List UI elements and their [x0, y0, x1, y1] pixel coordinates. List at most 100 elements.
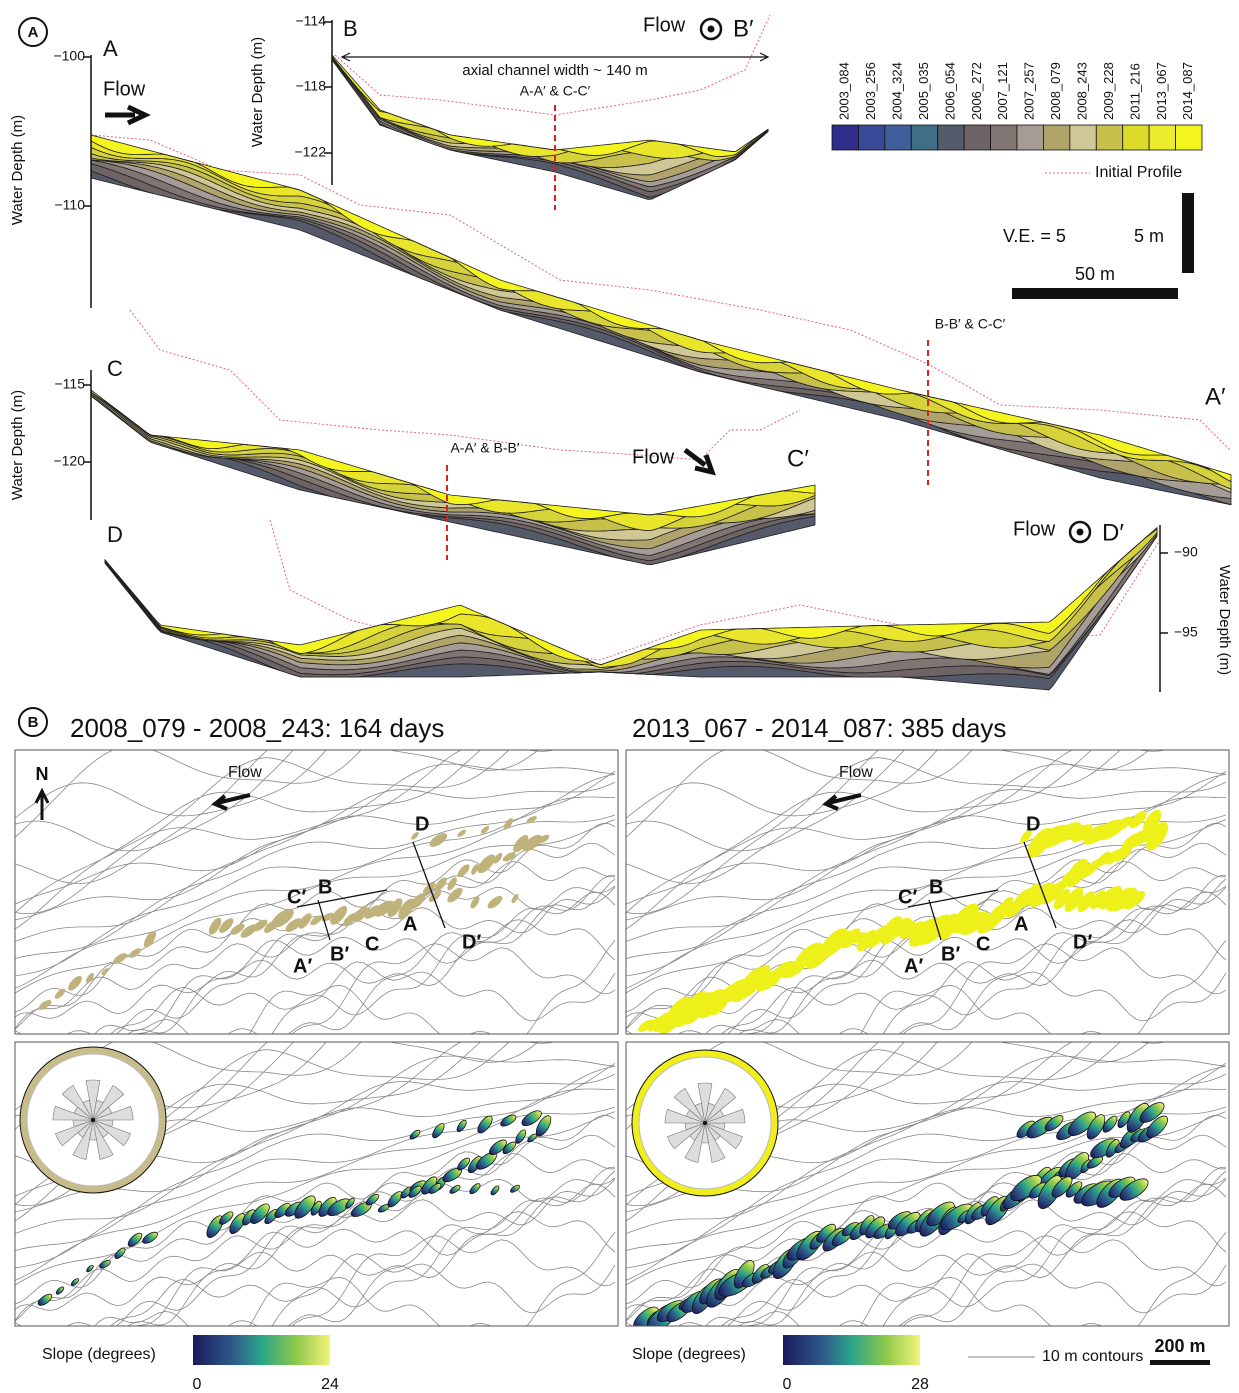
- rose-petal: [704, 1122, 743, 1150]
- contour-line: [626, 770, 1227, 942]
- deposit: [1129, 810, 1147, 829]
- contour-line: [15, 885, 616, 1019]
- deposit: [345, 1197, 355, 1209]
- legend-swatch: [963, 124, 991, 151]
- rose-petal: [704, 1122, 726, 1163]
- legend-label: 2003_256: [863, 62, 878, 120]
- legend-label: 2014_087: [1180, 62, 1195, 120]
- contour-legend: 10 m contours: [1042, 1348, 1143, 1365]
- scale-label: 5 m: [1134, 226, 1164, 246]
- contour-line: [271, 961, 616, 1034]
- flow-arrow: [211, 793, 251, 811]
- deposit: [240, 924, 257, 938]
- flow-out-symbol: [699, 17, 723, 41]
- contour-line: [626, 822, 1227, 1013]
- contour-line: [705, 1211, 1227, 1326]
- deposit: [526, 815, 537, 824]
- legend-swatch: [1043, 124, 1071, 151]
- deposit: [457, 829, 466, 837]
- contour-line: [744, 1166, 1227, 1326]
- contour-line: [15, 1179, 616, 1326]
- legend-swatch: [831, 124, 859, 151]
- deposit: [1020, 829, 1032, 844]
- deposit: [449, 1185, 461, 1194]
- rose-petal: [92, 1119, 131, 1147]
- rose-petal: [667, 1122, 706, 1150]
- contour-line: [15, 750, 462, 914]
- deposit: [387, 898, 403, 918]
- deposit: [1077, 891, 1095, 913]
- y-axis-label: Water Depth (m): [249, 37, 266, 147]
- y-tick-label: −118: [296, 78, 327, 94]
- deposit: [1015, 887, 1037, 905]
- legend-label: 2009_228: [1101, 62, 1116, 120]
- contour-line: [882, 961, 1227, 1034]
- y-tick-label: −114: [296, 13, 327, 29]
- map-panel: [14, 749, 619, 1035]
- deposit: [428, 890, 442, 903]
- deposit: [457, 864, 470, 878]
- deposit: [470, 896, 480, 909]
- contour-line: [15, 773, 616, 959]
- contour-line: [721, 891, 1227, 1034]
- legend-swatch: [1016, 124, 1044, 151]
- section-label: D′: [1073, 931, 1092, 953]
- profile-layer: [90, 391, 816, 556]
- deposit: [537, 834, 550, 844]
- deposit: [487, 895, 503, 909]
- deposit: [931, 914, 950, 930]
- profile-end-label: A: [103, 36, 118, 61]
- rose-petal: [61, 1084, 94, 1121]
- contour-line: [291, 1235, 616, 1326]
- contour-line: [902, 1235, 1227, 1326]
- rose-petal: [673, 1087, 706, 1124]
- deposit: [230, 923, 245, 935]
- section-label: A: [403, 913, 417, 935]
- deposit: [219, 1211, 234, 1225]
- legend-swatch: [990, 124, 1018, 151]
- contour-line: [626, 750, 938, 819]
- scale-label: 50 m: [1075, 264, 1115, 284]
- panel-label: A: [28, 24, 39, 41]
- section-label: B: [929, 876, 943, 898]
- legend-swatch: [1148, 124, 1176, 151]
- rose-petal: [697, 1082, 713, 1124]
- section-label: B′: [330, 943, 349, 965]
- legend-label: 2013_067: [1154, 62, 1169, 120]
- contour-line: [882, 1253, 1227, 1326]
- contour-line: [626, 1134, 1227, 1322]
- contour-line: [738, 878, 1227, 1034]
- contour-line: [15, 763, 616, 905]
- deposit: [521, 1110, 542, 1127]
- scale-label: 200 m: [1154, 1336, 1205, 1356]
- contour-line: [626, 1042, 973, 1130]
- colorbar-tick: 0: [783, 1376, 792, 1393]
- y-tick-label: −122: [294, 144, 326, 160]
- map-frame: [14, 749, 619, 1035]
- profile-end-label: D′: [1102, 519, 1124, 546]
- deposit: [330, 906, 348, 925]
- flow-label: Flow: [228, 764, 262, 781]
- width-arrow: [340, 52, 770, 62]
- flow-out-symbol: [1068, 520, 1092, 544]
- contour-line: [15, 1062, 616, 1234]
- deposit: [310, 915, 323, 926]
- section-label: A: [1014, 913, 1028, 935]
- contour-line: [249, 1231, 616, 1326]
- deposit: [54, 988, 66, 999]
- deposit: [1139, 1102, 1165, 1123]
- deposit: [502, 1141, 517, 1155]
- contour-line: [626, 750, 1121, 915]
- initial-profile: [334, 14, 771, 116]
- deposit: [208, 917, 222, 935]
- deposit: [471, 864, 479, 875]
- contour-line: [15, 842, 616, 1030]
- colorbar-tick: 24: [321, 1376, 339, 1393]
- deposit: [1029, 889, 1047, 904]
- section-line: [412, 841, 446, 929]
- y-axis-label: Water Depth (m): [9, 115, 26, 225]
- deposit: [511, 893, 519, 904]
- contour-line: [626, 750, 1150, 884]
- contour-line: [15, 887, 616, 1034]
- y-tick-label: −100: [53, 48, 85, 64]
